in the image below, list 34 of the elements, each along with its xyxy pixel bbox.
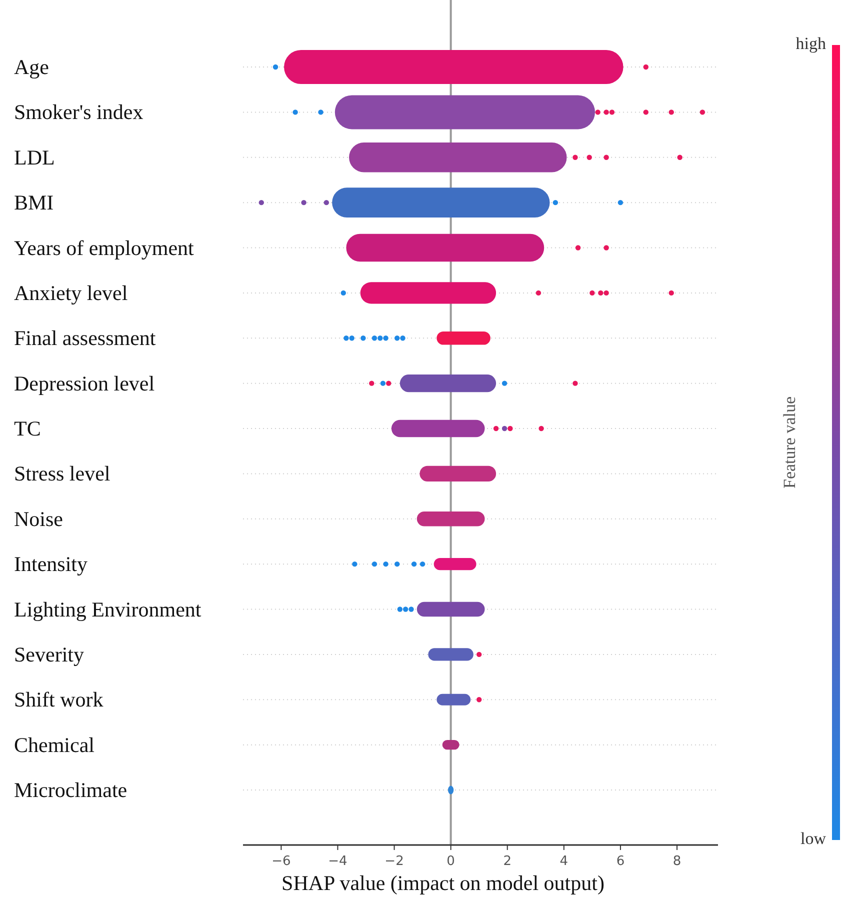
color-bar-title: Feature value [780,396,799,489]
y-tick-label: Anxiety level [14,280,128,305]
y-tick-label: Shift work [14,688,104,712]
bar [420,466,496,482]
y-tick-label: Chemical [14,732,95,757]
y-tick-label: Microclimate [14,778,128,802]
x-tick-label: 0 [446,854,455,869]
color-bar-label: low [800,828,827,848]
y-tick-label: Noise [14,506,63,531]
bar [391,420,485,438]
y-tick-label: Stress level [14,462,110,486]
y-tick-label: Intensity [14,552,88,576]
y-tick-label: Depression level [14,371,155,396]
y-tick-label: Age [14,55,49,79]
x-tick-label: −4 [328,854,348,869]
y-tick-label: Lighting Environment [14,597,202,622]
y-tick-label: LDL [14,145,55,170]
x-tick-label: −2 [384,854,404,869]
x-tick-label: 8 [672,854,682,869]
x-axis-title: SHAP value (impact on model output) [282,871,604,895]
y-tick-label: BMI [14,190,54,215]
x-tick-label: 2 [503,854,512,869]
y-tick-label: Severity [14,642,84,666]
y-tick-label: Smoker's index [14,100,144,124]
x-tick-label: 6 [616,854,625,869]
bar [416,602,485,617]
x-tick-label: 4 [560,854,568,869]
bar [416,511,485,526]
y-tick-label: TC [14,416,41,440]
color-bar-label: high [796,34,826,53]
bar [400,374,496,392]
y-tick-label: Final assessment [14,326,156,350]
x-tick-label: −6 [272,854,291,869]
y-tick-label: Years of employment [14,236,194,260]
